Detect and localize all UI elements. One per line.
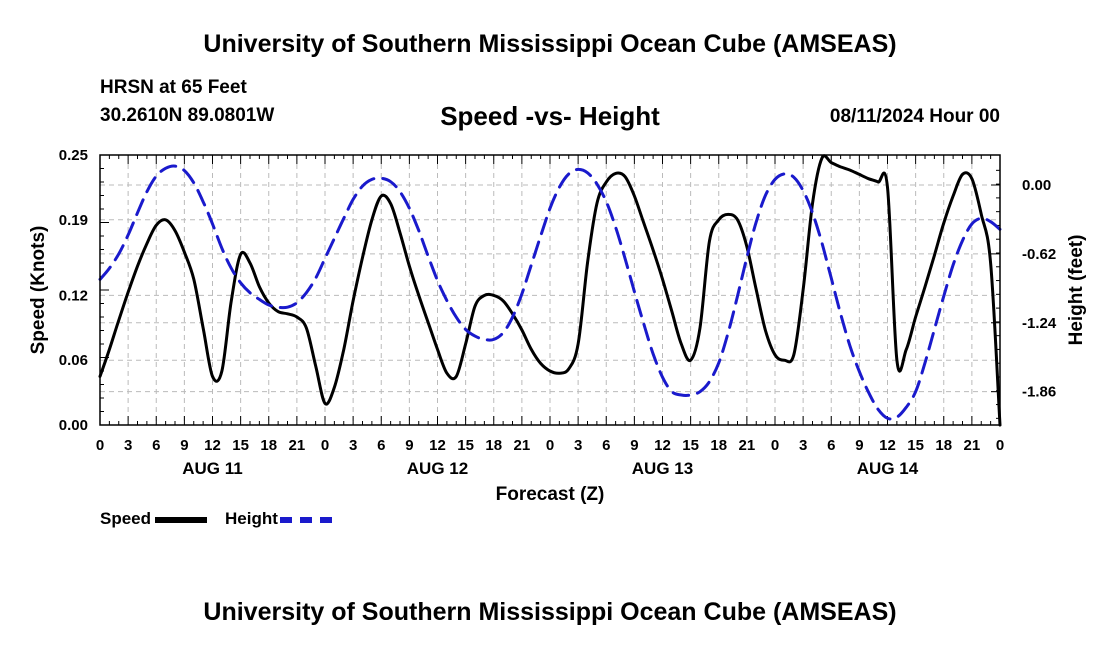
x-tick-label: 21 xyxy=(289,437,306,454)
x-tick-label: 3 xyxy=(349,437,357,454)
x-tick-label: 12 xyxy=(654,437,671,454)
x-day-label: AUG 14 xyxy=(857,459,919,478)
x-tick-label: 6 xyxy=(152,437,160,454)
x-tick-label: 9 xyxy=(630,437,638,454)
y-axis-title: Speed (Knots) xyxy=(28,226,49,355)
speed-series-line xyxy=(98,154,1002,427)
y2-tick-label: -1.86 xyxy=(1022,384,1056,401)
x-tick-label: 21 xyxy=(514,437,531,454)
x-tick-label: 0 xyxy=(771,437,779,454)
x-tick-label: 12 xyxy=(429,437,446,454)
chart-legend: Speed Height xyxy=(100,509,332,529)
y2-tick-label: -0.62 xyxy=(1022,246,1056,263)
x-tick-label: 15 xyxy=(457,437,474,454)
legend-speed-label: Speed xyxy=(100,509,152,528)
x-tick-label: 6 xyxy=(827,437,835,454)
x-tick-label: 18 xyxy=(260,437,277,454)
x-tick-label: 18 xyxy=(710,437,727,454)
height-series-line xyxy=(98,164,1002,421)
x-tick-label: 12 xyxy=(879,437,896,454)
x-tick-label: 18 xyxy=(485,437,502,454)
x-axis-title: Forecast (Z) xyxy=(496,484,605,505)
y-tick-label: 0.19 xyxy=(59,212,88,229)
legend-speed-swatch xyxy=(155,516,208,523)
y-tick-label: 0.25 xyxy=(59,147,88,164)
x-tick-label: 3 xyxy=(124,437,132,454)
x-tick-label: 15 xyxy=(682,437,699,454)
y-tick-label: 0.12 xyxy=(59,287,88,304)
coordinates-label: 30.2610N 89.0801W xyxy=(100,105,275,126)
x-tick-label: 15 xyxy=(232,437,249,454)
legend-height-swatch xyxy=(279,516,332,523)
y2-tick-label: -1.24 xyxy=(1022,315,1057,332)
x-tick-label: 9 xyxy=(405,437,413,454)
page-title: University of Southern Mississippi Ocean… xyxy=(203,30,897,58)
legend-height-label: Height xyxy=(225,509,278,528)
plot-frame xyxy=(99,154,1001,426)
x-day-label: AUG 11 xyxy=(182,459,242,478)
x-tick-label: 9 xyxy=(180,437,188,454)
x-day-label: AUG 12 xyxy=(407,459,468,478)
chart-subtitle: Speed -vs- Height xyxy=(440,101,660,131)
x-tick-label: 6 xyxy=(602,437,610,454)
footer-title: University of Southern Mississippi Ocean… xyxy=(203,598,897,626)
forecast-datestamp: 08/11/2024 Hour 00 xyxy=(829,106,1000,127)
x-tick-label: 6 xyxy=(377,437,385,454)
x-tick-label: 0 xyxy=(546,437,554,454)
y2-tick-label: 0.00 xyxy=(1022,177,1051,194)
x-tick-label: 0 xyxy=(996,437,1004,454)
x-tick-label: 3 xyxy=(799,437,807,454)
x-day-label: AUG 13 xyxy=(632,459,693,478)
y-tick-label: 0.00 xyxy=(59,417,88,434)
x-tick-label: 15 xyxy=(907,437,924,454)
x-tick-label: 12 xyxy=(204,437,221,454)
x-tick-label: 0 xyxy=(321,437,329,454)
x-tick-label: 18 xyxy=(935,437,952,454)
y-tick-label: 0.06 xyxy=(59,352,88,369)
x-tick-label: 0 xyxy=(96,437,104,454)
x-tick-label: 21 xyxy=(964,437,981,454)
station-label: HRSN at 65 Feet xyxy=(100,77,247,98)
x-tick-label: 9 xyxy=(855,437,863,454)
x-tick-label: 3 xyxy=(574,437,582,454)
y2-axis-title: Height (feet) xyxy=(1066,235,1087,346)
x-tick-label: 21 xyxy=(739,437,756,454)
